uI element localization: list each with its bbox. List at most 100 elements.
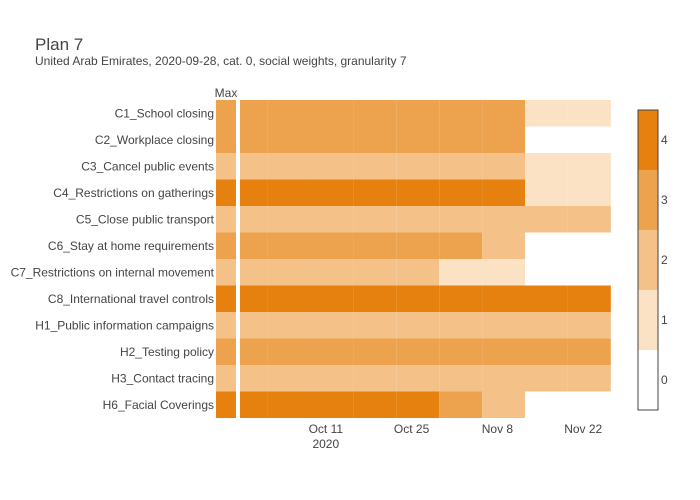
heatmap-cell (310, 338, 354, 365)
heatmap-cell (353, 312, 397, 339)
heatmap-cell (310, 259, 354, 286)
heatmap-cell (240, 338, 268, 365)
heatmap-cell (525, 206, 568, 233)
heatmap-cell (525, 100, 568, 127)
heatmap-cell (567, 100, 611, 127)
heatmap-cell (525, 153, 568, 180)
heatmap-cell (439, 100, 483, 127)
row-label: C2_Workplace closing (95, 133, 214, 147)
heatmap-cell (482, 179, 525, 206)
heatmap-cell (353, 365, 397, 392)
heatmap-cell (482, 100, 525, 127)
heatmap-cell (439, 153, 483, 180)
heatmap-cell (353, 179, 397, 206)
heatmap-cell (482, 391, 525, 418)
heatmap-cell (567, 179, 611, 206)
heatmap-cell (267, 206, 311, 233)
row-labels: C1_School closing C2_Workplace closing C3_… (11, 106, 215, 412)
heatmap-cell (439, 232, 483, 259)
row-label: C1_School closing (115, 106, 214, 120)
heatmap-cell (396, 391, 440, 418)
heatmap-cell (482, 259, 525, 286)
heatmap-cell (482, 126, 525, 153)
row-label: C8_International travel controls (48, 292, 214, 306)
colorbar-outline (637, 109, 659, 411)
heatmap-cell (439, 312, 483, 339)
x-tick-label: Nov 8 (482, 422, 514, 436)
row-label: H2_Testing policy (120, 345, 214, 359)
heatmap-cell (439, 259, 483, 286)
heatmap-cell (525, 285, 568, 312)
x-tick-label: Nov 22 (564, 422, 602, 436)
heatmap-cell (396, 338, 440, 365)
x-tick-label: Oct 11 (309, 422, 344, 436)
heatmap-cell (353, 232, 397, 259)
heatmap-cell (310, 179, 354, 206)
heatmap-cell (240, 391, 268, 418)
max-cell (216, 126, 236, 153)
heatmap-cell (439, 126, 483, 153)
heatmap-cell (567, 285, 611, 312)
max-cell (216, 365, 236, 392)
max-cell (216, 206, 236, 233)
colorbar-tick-label: 0 (661, 373, 668, 387)
heatmap-cell (396, 206, 440, 233)
heatmap-cell (439, 179, 483, 206)
heatmap-cell (240, 285, 268, 312)
max-cell (216, 100, 236, 127)
row-label: C6_Stay at home requirements (48, 239, 214, 253)
row-label: H6_Facial Coverings (103, 398, 214, 412)
heatmap-cell (310, 126, 354, 153)
heatmap-cell (396, 179, 440, 206)
row-label: C4_Restrictions on gatherings (53, 186, 214, 200)
heatmap-cell (310, 365, 354, 392)
max-column-label: Max (215, 86, 238, 100)
colorbar-tick-label: 2 (661, 253, 668, 267)
heatmap-cell (240, 100, 268, 127)
max-cell (216, 232, 236, 259)
heatmap-cell (482, 285, 525, 312)
colorbar: 0 1 2 3 4 (637, 109, 668, 411)
heatmap-cell (439, 206, 483, 233)
heatmap-cell (396, 259, 440, 286)
heatmap-cell (240, 153, 268, 180)
colorbar-segment (638, 230, 658, 290)
heatmap-cell (396, 153, 440, 180)
heatmap-cell (482, 312, 525, 339)
colorbar-segment (638, 290, 658, 350)
heatmap-cell (240, 179, 268, 206)
heatmap-cell (439, 338, 483, 365)
heatmap-cell (240, 312, 268, 339)
heatmap-cell (525, 365, 568, 392)
x-tick-label: Oct 25 (394, 422, 430, 436)
heatmap-cell (267, 179, 311, 206)
heatmap-cell (482, 338, 525, 365)
heatmap-cells (216, 100, 611, 418)
max-cell (216, 312, 236, 339)
heatmap-cell (240, 232, 268, 259)
max-cell (216, 153, 236, 180)
heatmap-cell (267, 285, 311, 312)
heatmap-cell (353, 338, 397, 365)
heatmap-cell (396, 365, 440, 392)
heatmap-cell (396, 312, 440, 339)
chart-title: Plan 7 (35, 35, 83, 54)
x-tick-year-label: 2020 (312, 437, 339, 451)
heatmap-cell (310, 391, 354, 418)
colorbar-segment (638, 110, 658, 170)
max-cell (216, 285, 236, 312)
heatmap-cell (353, 153, 397, 180)
heatmap-cell (353, 206, 397, 233)
heatmap-cell (353, 126, 397, 153)
heatmap-cell (439, 285, 483, 312)
heatmap-cell (525, 312, 568, 339)
heatmap-cell (353, 391, 397, 418)
heatmap-cell (482, 206, 525, 233)
heatmap-cell (525, 179, 568, 206)
heatmap-cell (310, 100, 354, 127)
heatmap-cell (310, 232, 354, 259)
heatmap-cell (353, 285, 397, 312)
row-label: C5_Close public transport (76, 212, 215, 226)
